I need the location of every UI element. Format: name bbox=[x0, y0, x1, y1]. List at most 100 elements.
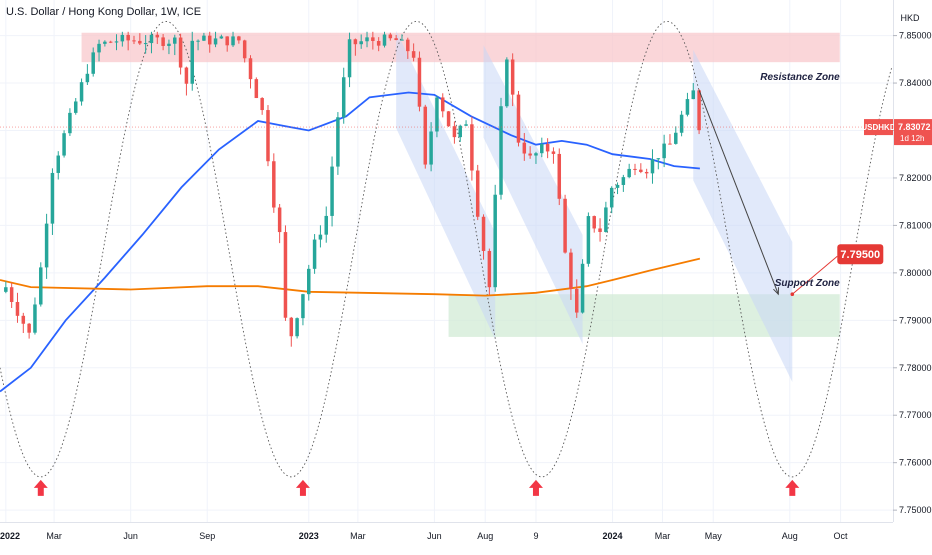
price-tick-label: 7.78000 bbox=[899, 363, 932, 373]
candle-body bbox=[639, 169, 643, 172]
candle-body bbox=[417, 57, 422, 107]
time-tick-label: Oct bbox=[834, 531, 849, 541]
candle-body bbox=[21, 315, 26, 324]
candle-body bbox=[219, 36, 224, 39]
candle-body bbox=[295, 318, 299, 337]
time-tick-label: Mar bbox=[655, 531, 671, 541]
target-label: 7.79500 bbox=[840, 249, 880, 261]
candle-body bbox=[557, 153, 562, 199]
candle-body bbox=[330, 166, 334, 216]
moving-average-long bbox=[0, 257, 701, 297]
candle-body bbox=[563, 198, 567, 253]
candle-body bbox=[586, 216, 591, 264]
symbol-tag-box bbox=[864, 119, 893, 136]
candle-body bbox=[685, 99, 690, 115]
candle-body bbox=[545, 144, 550, 152]
candle-body bbox=[540, 144, 544, 154]
candle-body bbox=[604, 207, 608, 232]
candle-body bbox=[376, 41, 381, 46]
candle-body bbox=[435, 97, 439, 132]
candle-body bbox=[277, 207, 282, 233]
candle-body bbox=[411, 51, 416, 58]
candle-body bbox=[668, 143, 672, 145]
candle-body bbox=[598, 228, 602, 232]
candle-body bbox=[132, 40, 136, 42]
candle-body bbox=[62, 133, 66, 156]
candle-body bbox=[394, 38, 398, 41]
candle-body bbox=[691, 90, 696, 100]
bearish-channel bbox=[396, 30, 496, 340]
candle-body bbox=[400, 39, 404, 41]
time-tick-label: Aug bbox=[477, 531, 493, 541]
candle-body bbox=[318, 234, 323, 240]
candle-body bbox=[85, 73, 90, 83]
candle-body bbox=[429, 131, 433, 165]
candle-body bbox=[347, 39, 352, 78]
chart-title: U.S. Dollar / Hong Kong Dollar, 1W, ICE bbox=[6, 6, 202, 18]
candle-body bbox=[674, 132, 678, 144]
candle-body bbox=[9, 287, 14, 303]
price-axis-panel bbox=[893, 0, 932, 550]
candle-body bbox=[423, 106, 428, 165]
candle-body bbox=[254, 79, 259, 99]
candle-body bbox=[307, 268, 311, 295]
candle-body bbox=[441, 97, 445, 112]
candle-body bbox=[207, 35, 212, 45]
candle-body bbox=[44, 223, 49, 268]
projection-arrow-head bbox=[773, 287, 780, 296]
target-label-box bbox=[837, 244, 884, 265]
candle-body bbox=[528, 153, 532, 156]
price-tick-label: 7.82000 bbox=[899, 173, 932, 183]
time-tick-label: Sep bbox=[199, 531, 215, 541]
candle-body bbox=[324, 215, 328, 235]
candle-body bbox=[382, 34, 387, 46]
candle-body bbox=[260, 98, 264, 111]
resistance-zone-label: Resistance Zone bbox=[760, 72, 840, 83]
candle-body bbox=[627, 168, 631, 178]
candle-body bbox=[225, 36, 229, 46]
candle-body bbox=[237, 36, 241, 41]
candle-body bbox=[155, 34, 160, 38]
time-tick-label: 2022 bbox=[0, 531, 20, 541]
candle-body bbox=[534, 153, 538, 156]
candle-body bbox=[27, 323, 31, 333]
time-tick-label: Jun bbox=[123, 531, 138, 541]
candle-body bbox=[656, 158, 661, 160]
cycle-bottom-arrow-icon bbox=[295, 479, 310, 496]
support-zone-label: Support Zone bbox=[775, 278, 840, 289]
price-tick-label: 7.79000 bbox=[899, 315, 932, 325]
candle-body bbox=[33, 304, 37, 333]
candle-body bbox=[551, 151, 556, 154]
price-tick-label: 7.77000 bbox=[899, 410, 932, 420]
candle-body bbox=[266, 110, 270, 162]
candle-body bbox=[312, 239, 317, 269]
candle-body bbox=[569, 252, 573, 289]
candle-body bbox=[103, 41, 107, 44]
candle-body bbox=[4, 287, 8, 292]
candle-body bbox=[336, 117, 340, 167]
candle-body bbox=[493, 194, 497, 288]
candle-body bbox=[120, 34, 125, 42]
candle-body bbox=[592, 216, 596, 229]
time-tick-label: 2023 bbox=[299, 531, 319, 541]
candle-body bbox=[149, 34, 154, 44]
candle-body bbox=[464, 124, 468, 126]
candle-body bbox=[242, 40, 247, 59]
candle-body bbox=[522, 142, 527, 154]
price-tick-label: 7.84000 bbox=[899, 78, 932, 88]
candle-body bbox=[516, 94, 521, 143]
candle-body bbox=[388, 34, 393, 39]
price-tag-box bbox=[894, 119, 932, 146]
time-tick-label: Jun bbox=[427, 531, 442, 541]
price-tick-label: 7.85000 bbox=[899, 31, 932, 41]
candle-body bbox=[79, 82, 84, 102]
candle-body bbox=[39, 267, 43, 305]
candle-body bbox=[353, 39, 358, 45]
candle-body bbox=[697, 90, 701, 131]
candle-body bbox=[143, 43, 148, 45]
candle-body bbox=[499, 106, 503, 195]
candle-body bbox=[184, 67, 189, 84]
candle-body bbox=[167, 43, 171, 46]
resistance-zone bbox=[81, 32, 840, 63]
